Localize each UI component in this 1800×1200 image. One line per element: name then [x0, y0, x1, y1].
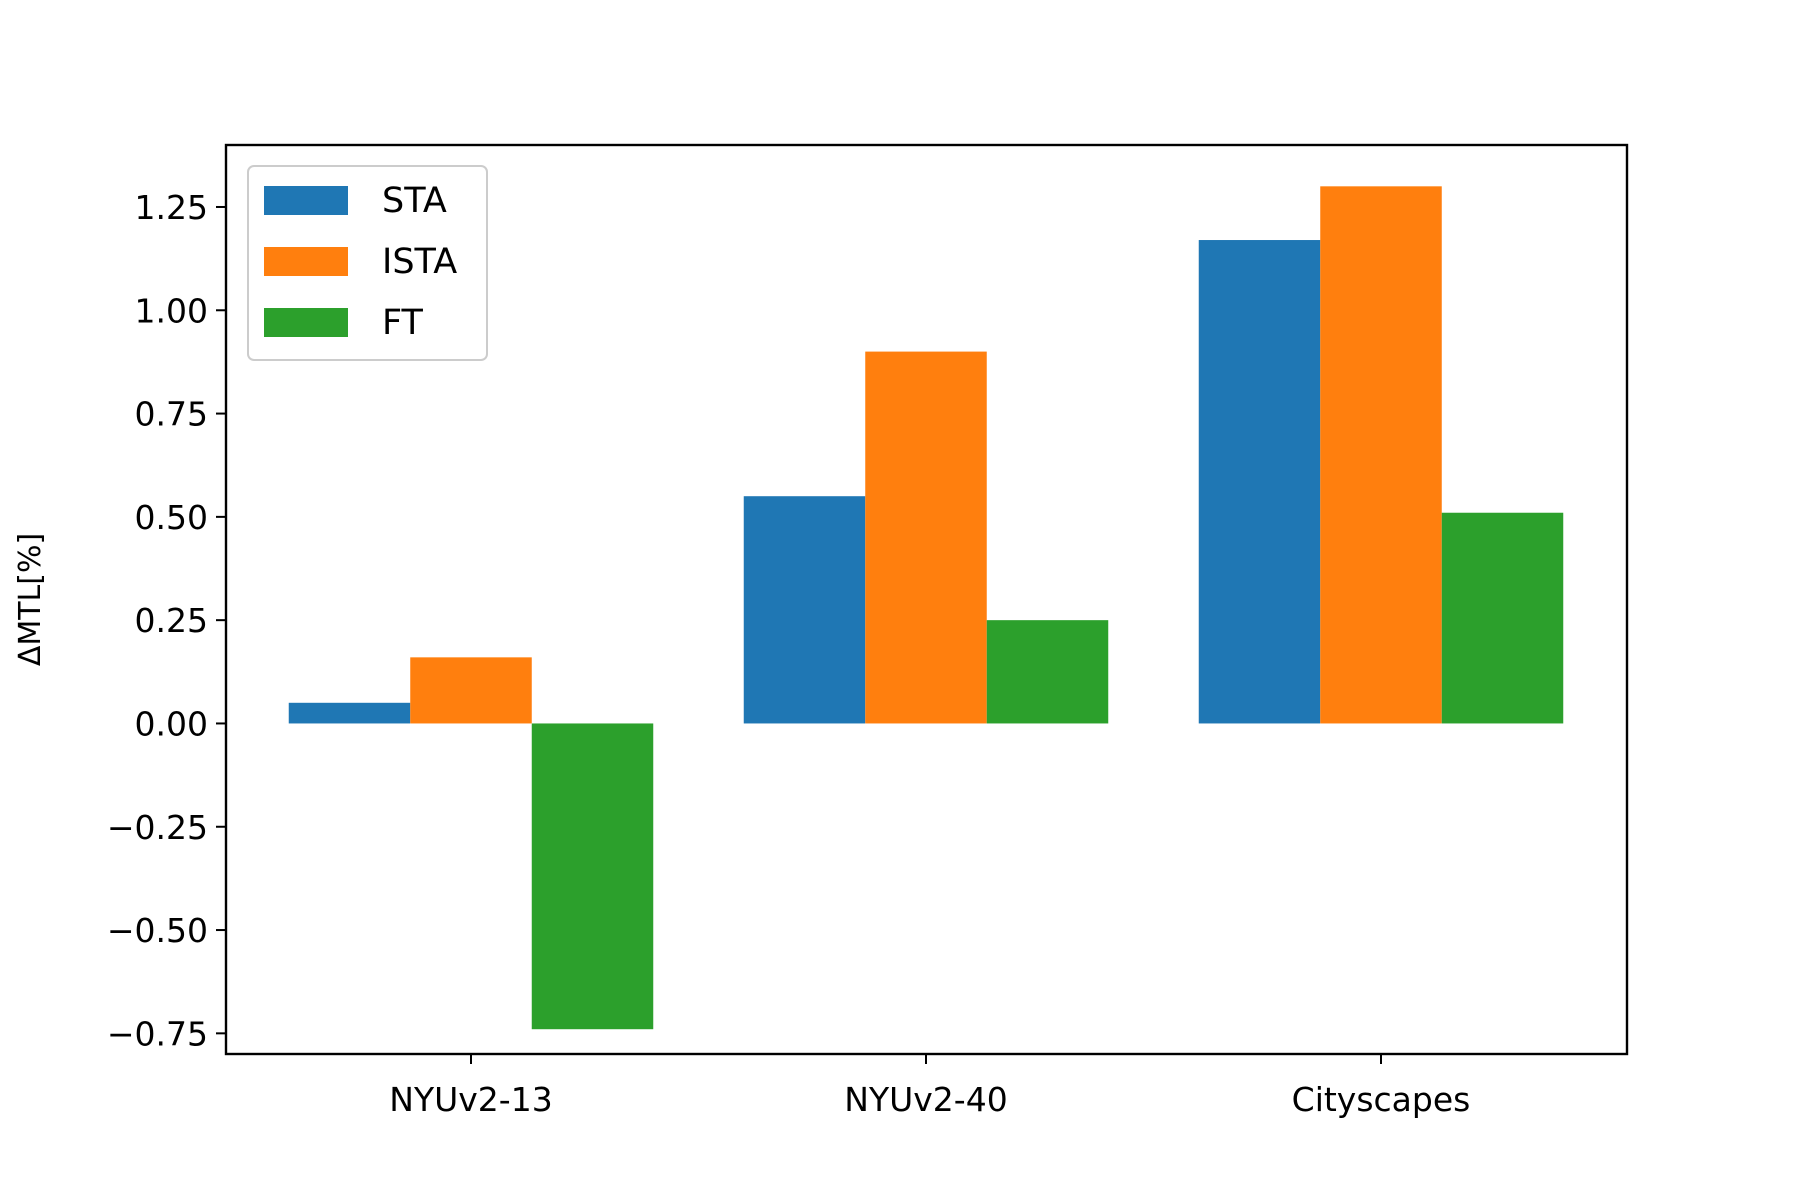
- y-tick-label: 0.00: [135, 704, 208, 743]
- y-tick-label: −0.50: [107, 911, 208, 950]
- x-tick-label: NYUv2-40: [844, 1080, 1007, 1119]
- x-tick-label: NYUv2-13: [389, 1080, 552, 1119]
- legend: STA ISTA FT: [247, 165, 488, 361]
- y-tick-label: 0.50: [135, 498, 208, 537]
- legend-label-sta: STA: [382, 181, 447, 221]
- legend-label-ft: FT: [382, 303, 424, 343]
- y-tick-label: 0.25: [135, 601, 208, 640]
- y-tick-label: −0.75: [107, 1014, 208, 1053]
- y-axis-label: ΔMTL[%]: [13, 533, 48, 666]
- y-tick-label: 0.75: [135, 395, 208, 434]
- bar-ft-cityscapes: [1441, 512, 1564, 724]
- legend-swatch-sta: [264, 186, 348, 215]
- x-axis: NYUv2-13 NYUv2-40 Cityscapes: [389, 1054, 1470, 1119]
- bar-ft-nyuv2-40: [986, 620, 1109, 724]
- legend-label-ista: ISTA: [382, 242, 457, 282]
- y-tick-label: 1.00: [135, 291, 208, 330]
- legend-swatch-ft: [264, 308, 348, 337]
- bar-ista-cityscapes: [1320, 186, 1442, 724]
- bar-ft-nyuv2-13: [531, 723, 654, 1030]
- y-tick-label: −0.25: [107, 808, 208, 847]
- legend-swatch-ista: [264, 247, 348, 276]
- bar-ista-nyuv2-13: [410, 657, 532, 724]
- x-tick-label: Cityscapes: [1292, 1080, 1471, 1119]
- y-tick-label: 1.25: [135, 188, 208, 227]
- bar-sta-nyuv2-13: [288, 702, 411, 724]
- bar-ista-nyuv2-40: [865, 351, 987, 724]
- bar-sta-nyuv2-40: [743, 496, 866, 724]
- y-axis: −0.75 −0.50 −0.25 0.00 0.25 0.50 0.75 1.00 1.25: [107, 188, 226, 1053]
- bars-layer: [288, 186, 1564, 1030]
- bar-sta-cityscapes: [1198, 240, 1321, 724]
